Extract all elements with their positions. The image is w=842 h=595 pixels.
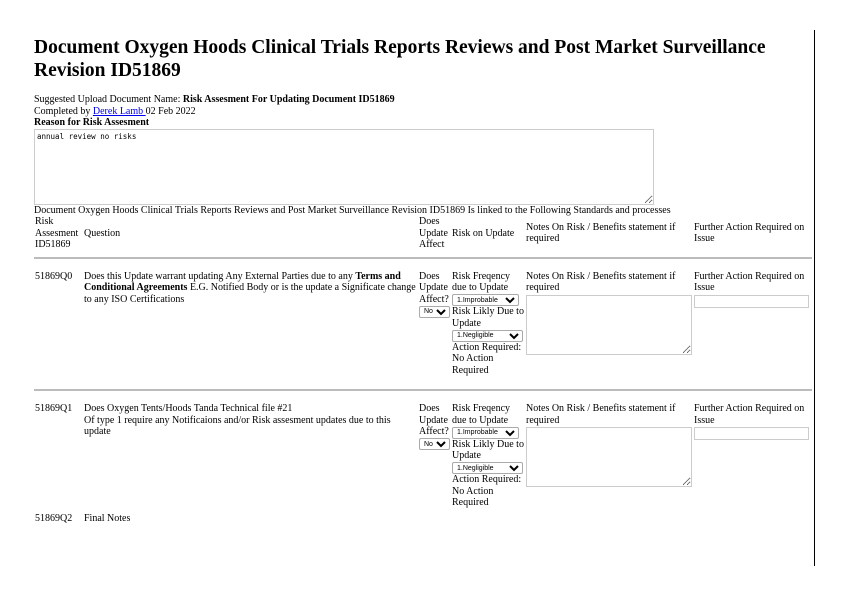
completed-date: 02 Feb 2022 [145, 105, 196, 117]
risk-table: Risk Assesment ID51869 Question Does Upd… [34, 216, 812, 524]
reason-label: Reason for Risk Assesment [34, 117, 150, 128]
question-bold: Terms and Conditional Agreements [84, 270, 401, 294]
likely-label: Risk Likly Due to Update [452, 306, 524, 329]
freq-label: Risk Freqency due to Update [452, 403, 511, 426]
affect-select[interactable]: No [419, 305, 450, 318]
freq-select[interactable]: 1.Improbable [452, 426, 519, 439]
question-text: Does Oxygen Tents/Hoods Tanda Technical … [84, 403, 293, 414]
notes-label: Notes On Risk / Benefits statement if re… [526, 403, 676, 426]
notes-textarea[interactable] [526, 294, 692, 355]
action-label: Action Required: [452, 341, 522, 353]
affect-label: Does Update Affect? [419, 403, 449, 437]
row-id: 51869Q0 [35, 270, 73, 282]
divider [34, 256, 812, 259]
table-row: 51869Q1 Does Oxygen Tents/Hoods Tanda Te… [34, 403, 812, 509]
final-id: 51869Q2 [35, 512, 73, 524]
header-further: Further Action Required on Issue [694, 221, 805, 245]
notes-cell: Notes On Risk / Benefits statement if re… [525, 403, 693, 509]
further-label: Further Action Required on Issue [694, 403, 805, 426]
notes-textarea[interactable] [526, 427, 692, 487]
question-text-line2: Of type 1 require any Notificaions and/o… [84, 414, 391, 438]
final-row: 51869Q2 Final Notes [34, 509, 812, 525]
question-text: Does this Update warrant updating Any Ex… [84, 270, 356, 282]
upload-name: Suggested Upload Document Name: Risk Ass… [34, 94, 812, 106]
row-question: Does this Update warrant updating Any Ex… [83, 271, 418, 377]
header-risk: Risk on Update [452, 227, 515, 239]
likely-label: Risk Likly Due to Update [452, 438, 524, 462]
action-label: Action Required: [452, 474, 522, 485]
row-id: 51869Q1 [35, 403, 73, 414]
action-value: No Action Required [452, 353, 494, 376]
notes-cell: Notes On Risk / Benefits statement if re… [525, 271, 693, 377]
divider [34, 389, 812, 391]
table-row: 51869Q0 Does this Update warrant updatin… [34, 271, 812, 377]
upload-value: Risk Assesment For Updating Document ID5… [182, 94, 395, 105]
completed-by: Completed by Derek Lamb 02 Feb 2022 [34, 106, 812, 118]
notes-label: Notes On Risk / Benefits statement if re… [526, 270, 676, 294]
further-cell: Further Action Required on Issue [693, 403, 812, 509]
action-value: No Action Required [452, 485, 494, 509]
header-affect: Does Update Affect [419, 216, 448, 250]
user-link[interactable]: Derek Lamb [92, 105, 146, 117]
linked-text: Document Oxygen Hoods Clinical Trials Re… [34, 204, 671, 216]
affect-cell: Does Update Affect? No [418, 403, 451, 509]
final-label: Final Notes [84, 512, 131, 524]
further-input[interactable] [694, 427, 809, 440]
further-input[interactable] [694, 294, 809, 308]
further-cell: Further Action Required on Issue [693, 271, 812, 377]
header-id: Risk Assesment ID51869 [35, 216, 79, 250]
further-label: Further Action Required on Issue [694, 270, 805, 294]
freq-select[interactable]: 1.Improbable [452, 294, 519, 306]
table-header: Risk Assesment ID51869 Question Does Upd… [34, 216, 812, 251]
risk-cell: Risk Freqency due to Update 1.Improbable… [451, 403, 525, 509]
affect-cell: Does Update Affect? No [418, 271, 451, 377]
affect-label: Does Update Affect? [419, 270, 449, 305]
likely-select[interactable]: 1.Negligible [452, 462, 523, 474]
upload-label: Suggested Upload Document Name: [34, 94, 181, 105]
risk-cell: Risk Freqency due to Update 1.Improbable… [451, 271, 525, 377]
freq-label: Risk Freqency due to Update [452, 270, 511, 294]
header-question: Question [84, 227, 121, 239]
page-title: Document Oxygen Hoods Clinical Trials Re… [34, 37, 766, 81]
row-question: Does Oxygen Tents/Hoods Tanda Technical … [83, 403, 418, 509]
reason-textarea[interactable]: annual review no risks [34, 128, 654, 205]
document: Document Oxygen Hoods Clinical Trials Re… [34, 36, 812, 524]
affect-select[interactable]: No [419, 438, 450, 450]
question-text-end: E.G. Notified Body or is the update a Si… [84, 282, 416, 305]
header-notes: Notes On Risk / Benefits statement if re… [526, 221, 676, 245]
likely-select[interactable]: 1.Negligible [452, 329, 523, 342]
page-border [814, 30, 815, 566]
completed-label: Completed by [34, 105, 91, 117]
